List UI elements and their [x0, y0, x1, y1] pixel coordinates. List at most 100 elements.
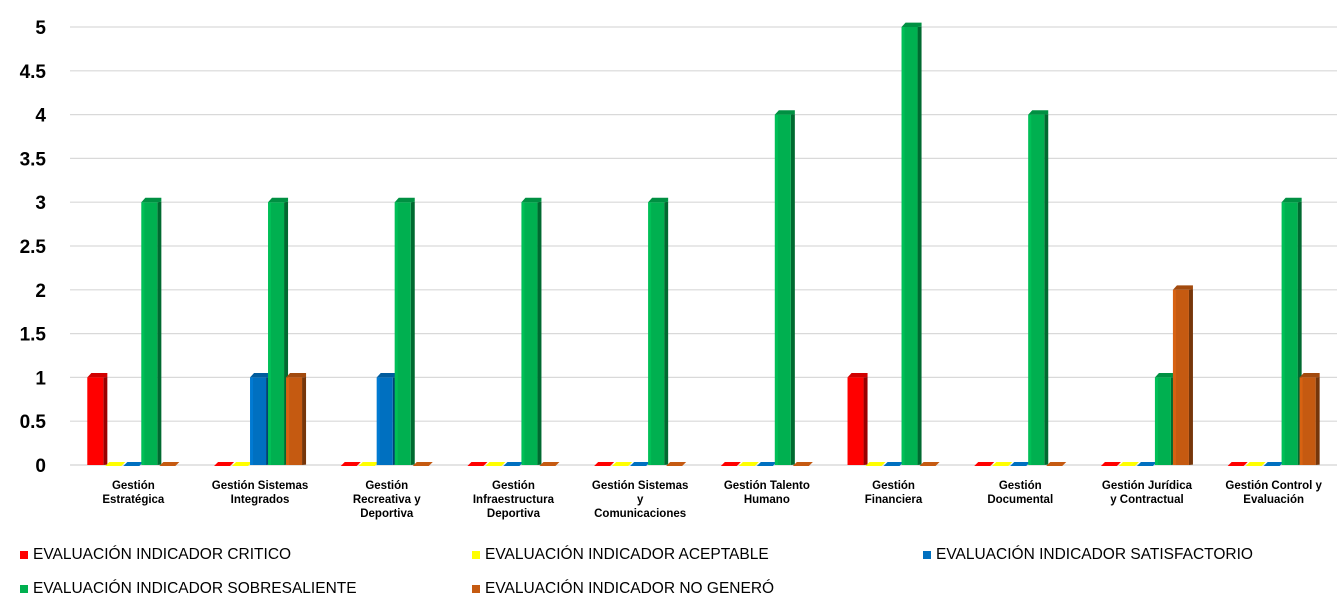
bar-zero	[738, 462, 759, 466]
bar-highlight	[141, 202, 145, 465]
bar	[974, 462, 995, 466]
bar-zero	[467, 462, 488, 466]
y-tick-label: 5	[35, 18, 46, 39]
x-tick-label: Gestión Sistemas y Comunicaciones	[592, 480, 689, 520]
bar-highlight	[268, 202, 272, 465]
bar-highlight	[250, 377, 254, 465]
bar	[738, 462, 759, 466]
bar-zero	[1046, 462, 1067, 466]
bar	[105, 462, 126, 466]
bar	[214, 462, 235, 466]
x-tick-label-line: Gestión Talento	[724, 480, 810, 492]
x-tick-label: Gestión Documental	[987, 480, 1053, 506]
legend-label-critico: EVALUACIÓN INDICADOR CRITICO	[33, 546, 292, 563]
bar-highlight	[376, 377, 380, 465]
x-tick-label: Gestión Financiera	[865, 480, 923, 506]
bar	[376, 373, 397, 465]
x-tick-label: Gestión Control y Evaluación	[1225, 480, 1322, 506]
bar-front	[268, 202, 285, 465]
y-tick-label: 4	[35, 106, 46, 127]
bar-top	[141, 197, 162, 203]
y-tick-label: 1	[35, 368, 46, 389]
bar	[123, 462, 144, 466]
y-tick-label: 0	[35, 456, 46, 477]
bar-zero	[666, 462, 687, 466]
bar-top	[901, 22, 922, 27]
bar-front	[1172, 289, 1189, 465]
y-tick-label: 3	[35, 193, 46, 214]
bar-front	[774, 114, 791, 465]
x-tick-label-line: Humano	[744, 494, 790, 506]
bar	[503, 462, 524, 466]
x-tick-label-line: Evaluación	[1243, 494, 1304, 506]
bar-top	[847, 373, 868, 378]
bar-side	[1188, 289, 1193, 465]
bar-zero	[503, 462, 524, 466]
x-tick-label-line: Gestión	[492, 480, 535, 492]
bar	[1028, 110, 1049, 465]
bar-zero	[756, 462, 777, 466]
bar-side	[103, 377, 108, 465]
bar	[1299, 373, 1320, 465]
bar	[1100, 462, 1121, 466]
bar	[485, 462, 506, 466]
legend-label-satisfactorio: EVALUACIÓN INDICADOR SATISFACTORIO	[936, 546, 1253, 563]
bar	[792, 462, 813, 466]
legend-row-2: EVALUACIÓN INDICADOR SOBRESALIENTE EVALU…	[20, 572, 1330, 606]
bar-side	[917, 26, 922, 465]
x-tick-label-line: Deportiva	[487, 508, 541, 520]
bar-front	[286, 377, 303, 465]
x-tick-label-line: y	[637, 494, 644, 506]
bar	[412, 462, 433, 466]
bar	[340, 462, 361, 466]
bar-top	[286, 373, 307, 378]
bar	[268, 197, 289, 466]
bar-zero	[1263, 462, 1284, 466]
bar-side	[790, 114, 795, 465]
x-tick-label-line: Infraestructura	[473, 494, 555, 506]
bar-zero	[883, 462, 904, 466]
bar-front	[1281, 202, 1298, 465]
bar-front	[394, 202, 411, 465]
bar	[612, 462, 633, 466]
bar	[286, 373, 307, 465]
x-tick-label-line: Financiera	[865, 494, 923, 506]
bar-highlight	[648, 202, 652, 465]
legend-swatch-sobresaliente	[20, 585, 28, 593]
x-tick-label: Gestión Infraestructura Deportiva	[473, 480, 555, 520]
x-tick-label-line: Gestión	[999, 480, 1042, 492]
legend-swatch-aceptable	[472, 551, 480, 559]
bar	[720, 462, 741, 466]
bar	[594, 462, 615, 466]
x-tick-label-line: Gestión Sistemas	[212, 480, 309, 492]
bar-zero	[123, 462, 144, 466]
legend-row-1: EVALUACIÓN INDICADOR CRITICO EVALUACIÓN …	[20, 538, 1330, 572]
bar-front	[648, 202, 665, 465]
legend-item-critico: EVALUACIÓN INDICADOR CRITICO	[20, 546, 472, 564]
bar-zero	[1118, 462, 1139, 466]
bar	[630, 462, 651, 466]
bar-highlight	[87, 377, 91, 465]
bar-top	[1154, 373, 1175, 378]
bar-front	[87, 377, 104, 465]
bar-front	[1154, 377, 1171, 465]
bar-zero	[1010, 462, 1031, 466]
legend-label-no-genero: EVALUACIÓN INDICADOR NO GENERÓ	[485, 580, 775, 597]
x-tick-label-line: y Contractual	[1110, 494, 1184, 506]
y-axis: 0 0.5 1 1.5 2 2.5 3 3.5 4 4.5 5	[20, 18, 47, 477]
x-tick-label-line: Gestión	[365, 480, 408, 492]
bar	[141, 197, 162, 466]
bar-front	[1299, 377, 1316, 465]
bar	[1281, 197, 1302, 466]
bar-top	[87, 373, 108, 378]
y-tick-label: 1.5	[20, 325, 47, 346]
bar-highlight	[1028, 114, 1032, 465]
bar	[467, 462, 488, 466]
bar	[865, 462, 886, 466]
bar	[1118, 462, 1139, 466]
bar-front	[847, 377, 864, 465]
x-tick-label-line: Documental	[987, 494, 1053, 506]
bar	[919, 462, 940, 466]
y-tick-label: 2	[35, 281, 46, 302]
y-tick-label: 0.5	[20, 412, 47, 433]
